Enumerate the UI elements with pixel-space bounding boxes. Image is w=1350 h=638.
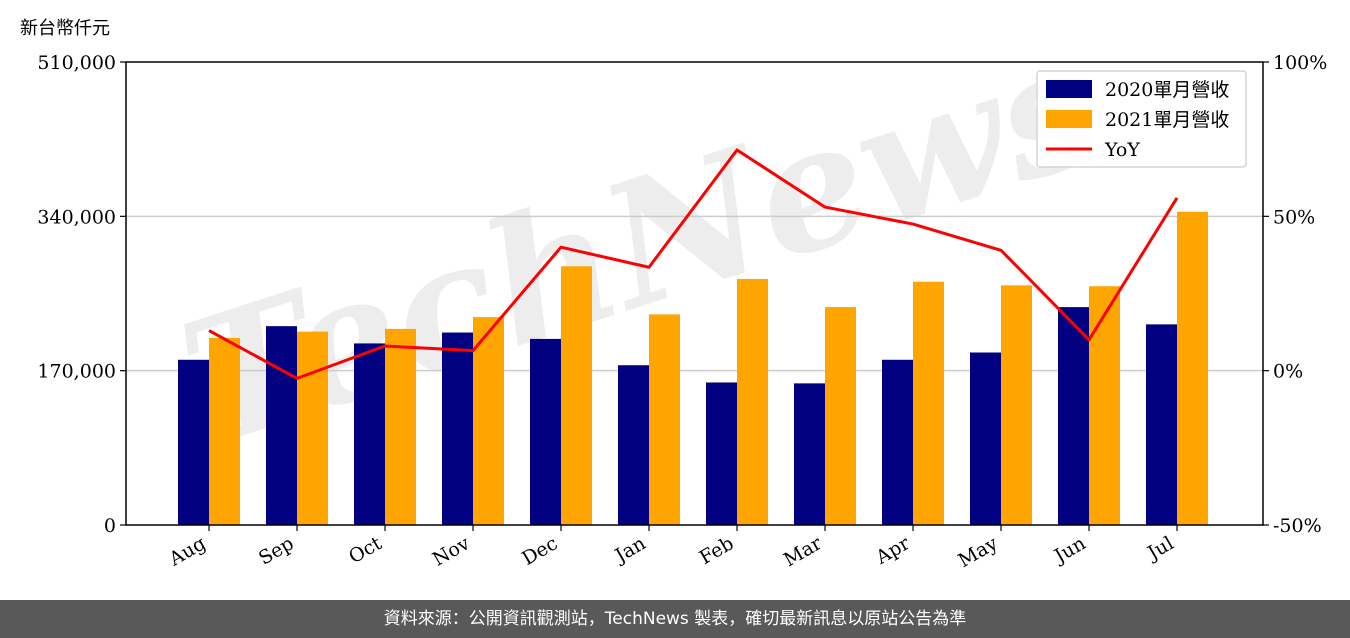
bar-2021 <box>913 281 944 525</box>
bar-2020 <box>530 338 561 525</box>
bar-2021 <box>825 307 856 525</box>
bar-2020 <box>266 326 297 525</box>
legend-swatch-2021 <box>1046 110 1092 128</box>
left-tick-label: 340,000 <box>37 206 116 228</box>
bar-2020 <box>354 343 385 525</box>
source-footer: 資料來源：公開資訊觀測站，TechNews 製表，確切最新訊息以原站公告為準 <box>0 600 1350 638</box>
x-tick-label: Sep <box>255 532 298 569</box>
bar-2021 <box>385 328 416 525</box>
x-tick-label: May <box>955 532 1002 572</box>
x-tick-label: Mar <box>780 532 826 571</box>
x-tick-label: Jan <box>610 532 650 568</box>
bar-2020 <box>618 365 649 525</box>
x-tick-label: Jul <box>1142 532 1177 565</box>
legend-swatch-2020 <box>1046 80 1092 98</box>
bar-2021 <box>1089 286 1120 525</box>
x-tick-label: Nov <box>429 532 474 571</box>
bar-2021 <box>297 331 328 525</box>
right-tick-label: 100% <box>1273 52 1327 74</box>
bar-2020 <box>882 359 913 525</box>
x-tick-label: Apr <box>871 532 914 569</box>
x-tick-label: Feb <box>696 532 738 569</box>
bar-2021 <box>1001 285 1032 525</box>
y-axis-unit-label: 新台幣仟元 <box>20 18 110 39</box>
x-tick-label: Dec <box>518 532 561 570</box>
bar-2021 <box>649 314 680 525</box>
bar-2021 <box>473 317 504 525</box>
right-tick-label: 50% <box>1273 206 1315 228</box>
legend-label: 2021單月營收 <box>1105 109 1229 131</box>
right-tick-label: 0% <box>1273 361 1303 383</box>
bar-2020 <box>1058 307 1089 525</box>
bar-2020 <box>970 352 1001 525</box>
bar-2020 <box>442 332 473 525</box>
bar-2020 <box>706 382 737 525</box>
bar-2021 <box>561 266 592 525</box>
right-tick-label: -50% <box>1273 515 1322 537</box>
yoy-line <box>208 148 1179 380</box>
bar-2020 <box>1146 324 1177 525</box>
left-tick-label: 510,000 <box>37 52 116 74</box>
bar-2020 <box>178 359 209 525</box>
bar-2020 <box>794 383 825 525</box>
left-tick-label: 170,000 <box>37 361 116 383</box>
x-tick-label: Oct <box>345 532 386 568</box>
legend-label: 2020單月營收 <box>1105 79 1229 101</box>
left-tick-label: 0 <box>104 515 116 537</box>
chart-area: TechNews0170,000340,000510,000-50%0%50%1… <box>37 2 1327 572</box>
legend-label: YoY <box>1104 139 1140 161</box>
bar-2021 <box>1177 211 1208 525</box>
x-tick-label: Jun <box>1049 532 1090 568</box>
plot-frame <box>125 61 1264 526</box>
x-tick-label: Aug <box>165 532 210 571</box>
bar-2021 <box>209 337 240 525</box>
bar-2021 <box>737 278 768 525</box>
